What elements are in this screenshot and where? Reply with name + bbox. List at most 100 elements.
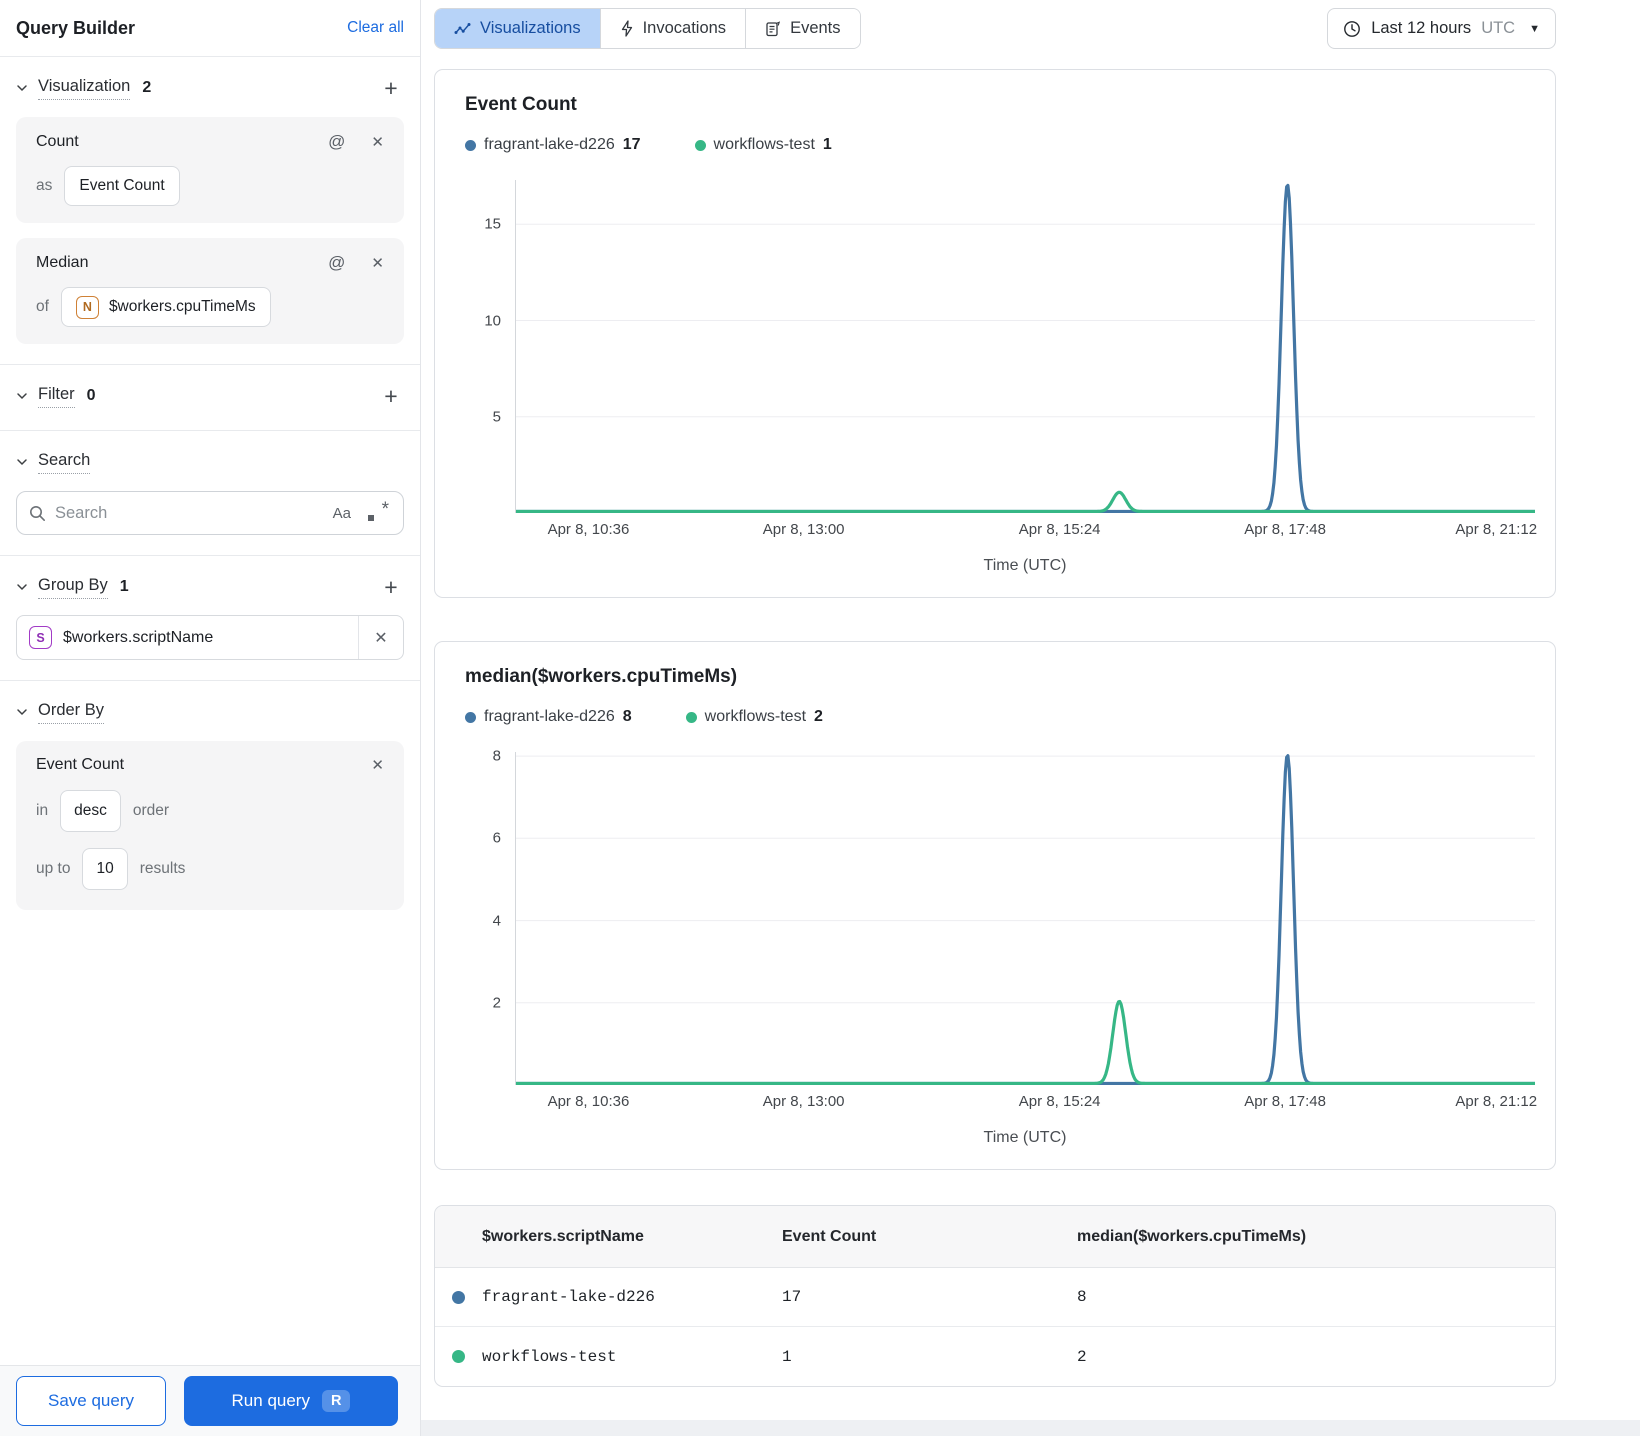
x-tick-label: Apr 8, 21:12 [1455,521,1538,538]
alias-value-box[interactable]: Event Count [64,166,180,206]
field-value-box[interactable]: N $workers.cpuTimeMs [60,287,271,327]
filter-section-toggle[interactable]: Filter 0 [16,385,96,408]
line-chart-svg [516,752,1535,1085]
sort-direction-select[interactable]: desc [60,790,121,832]
x-tick-label: Apr 8, 10:36 [547,521,630,538]
visualization-section-toggle[interactable]: Visualization 2 [16,77,151,100]
results-table-body: fragrant-lake-d226 17 8 workflows-test 1 2 [435,1268,1555,1386]
results-table-card: $workers.scriptName Event Count median($… [434,1205,1556,1387]
chart-card-median-cputime: median($workers.cpuTimeMs) fragrant-lake… [434,641,1556,1170]
chevron-down-icon [17,459,27,466]
order-by-section-label: Order By [38,701,105,724]
x-tick-label: Apr 8, 17:48 [1244,521,1326,538]
query-actions-bar: Save query Run query R [0,1365,420,1436]
visualization-function-label: Count [36,133,79,150]
group-by-count: 1 [119,578,129,595]
legend-series-name: fragrant-lake-d226 [484,136,615,153]
chevron-down-icon [17,584,27,591]
series-dot-icon [452,1350,465,1363]
legend-item[interactable]: fragrant-lake-d226 17 [465,136,641,154]
at-icon[interactable]: @ [328,253,346,272]
legend-series-value: 8 [622,708,632,725]
view-tabs: Visualizations Invocations Events [434,8,861,49]
line-chart-svg [516,180,1535,513]
time-range-label: Last 12 hours [1371,19,1472,37]
number-field-icon: N [75,295,99,319]
at-icon[interactable]: @ [328,132,346,151]
x-axis-title: Time (UTC) [983,557,1067,574]
add-filter-button[interactable]: + [378,383,404,409]
match-case-toggle[interactable]: Aa [332,504,351,522]
series-dot-icon [685,711,697,723]
results-table-header: $workers.scriptName Event Count median($… [435,1206,1555,1268]
chart-legend: fragrant-lake-d226 17 workflows-test 1 [465,136,1535,154]
x-tick-label: Apr 8, 13:00 [762,521,845,538]
main-content: Visualizations Invocations Events [421,0,1640,1420]
tab-invocations[interactable]: Invocations [600,9,747,48]
series-dot-icon [452,1290,465,1304]
filter-count: 0 [86,387,96,404]
chevron-down-icon [17,393,27,400]
section-group-by: Group By 1 + S $workers.scriptName ✕ [0,556,420,681]
section-search: Search Aa * [0,431,420,556]
line-chart-plot[interactable] [515,180,1535,513]
column-header: $workers.scriptName [482,1227,644,1245]
results-label: results [139,860,186,877]
group-by-section-toggle[interactable]: Group By 1 [16,576,129,599]
clear-all-button[interactable]: Clear all [347,19,404,36]
event-count-cell: 17 [782,1288,802,1306]
legend-series-value: 2 [814,708,823,725]
order-by-field: Event Count [36,756,125,773]
series-dot-icon [465,139,476,151]
results-table: $workers.scriptName Event Count median($… [435,1206,1555,1386]
of-label: of [36,298,49,315]
run-query-label: Run query [231,1391,310,1410]
time-range-select[interactable]: Last 12 hours UTC ▼ [1327,8,1556,49]
lightning-icon [620,20,634,37]
query-builder-body: Visualization 2 + Count @ ✕ as Event Cou… [0,57,420,1365]
remove-visualization-button[interactable]: ✕ [371,134,384,151]
visualization-card-median: Median @ ✕ of N $workers.cpuTimeMs [16,238,404,344]
legend-item[interactable]: fragrant-lake-d226 8 [465,708,632,726]
add-visualization-button[interactable]: + [378,75,404,101]
search-input[interactable] [55,503,333,523]
legend-series-value: 17 [622,136,641,153]
chevron-down-icon [17,85,27,92]
time-zone-label: UTC [1481,19,1516,37]
limit-input[interactable]: 10 [82,848,128,890]
order-by-section-toggle[interactable]: Order By [16,701,105,724]
visualization-function-label: Median [36,254,89,271]
legend-item[interactable]: workflows-test 2 [685,708,823,726]
y-axis: 5 10 15 [465,180,515,513]
legend-series-name: fragrant-lake-d226 [484,708,615,725]
x-axis-title: Time (UTC) [983,1129,1067,1146]
group-by-item[interactable]: S $workers.scriptName ✕ [16,615,404,660]
y-tick-label: 4 [492,912,501,930]
add-group-by-button[interactable]: + [378,574,404,600]
group-by-section-label: Group By [38,576,108,599]
query-builder-panel: Query Builder Clear all Visualization 2 … [0,0,421,1436]
table-row[interactable]: fragrant-lake-d226 17 8 [435,1268,1555,1327]
line-chart-plot[interactable] [515,752,1535,1085]
save-query-button[interactable]: Save query [16,1376,166,1426]
table-row[interactable]: workflows-test 1 2 [435,1327,1555,1386]
tab-events[interactable]: Events [746,9,860,48]
series-dot-icon [465,711,476,723]
search-section-toggle[interactable]: Search [16,451,91,474]
regex-toggle-icon[interactable]: * [367,499,389,523]
as-label: as [36,177,53,194]
tab-visualizations[interactable]: Visualizations [435,9,601,48]
x-tick-label: Apr 8, 15:24 [1018,521,1101,538]
chart-card-event-count: Event Count fragrant-lake-d226 17 workflow… [434,69,1556,598]
remove-group-by-button[interactable]: ✕ [374,629,388,647]
visualization-section-label: Visualization [38,77,131,100]
field-name: $workers.cpuTimeMs [108,298,256,315]
panel-title: Query Builder [16,17,136,38]
caret-down-icon: ▼ [1529,22,1540,35]
remove-visualization-button[interactable]: ✕ [371,255,384,272]
legend-item[interactable]: workflows-test 1 [694,136,832,154]
median-cell: 8 [1077,1288,1087,1306]
remove-order-by-button[interactable]: ✕ [371,757,384,774]
run-query-button[interactable]: Run query R [184,1376,398,1426]
section-order-by: Order By Event Count ✕ in desc order up … [0,681,420,930]
